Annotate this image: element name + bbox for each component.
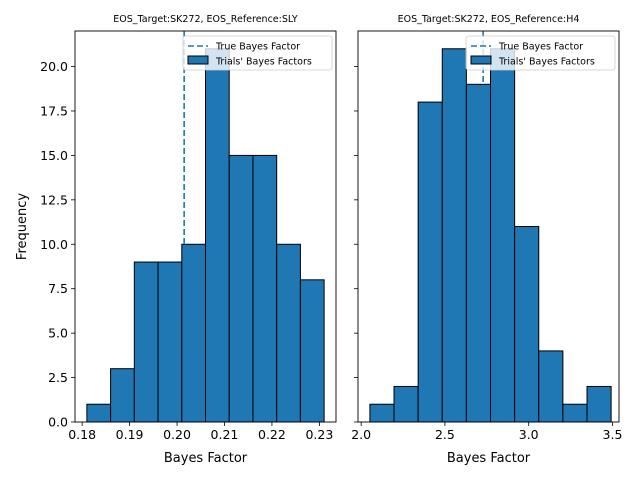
histogram-bar (586, 385, 612, 423)
histogram-bar (562, 403, 588, 423)
x-tick-label: 0.18 (68, 427, 96, 442)
histogram-bar (228, 154, 254, 423)
x-tick-label: 0.22 (258, 427, 286, 442)
y-tick-label: 5.0 (48, 326, 68, 341)
x-tick-label: 0.19 (116, 427, 144, 442)
legend-bar-swatch (187, 55, 209, 65)
x-axis-label: Bayes Factor (447, 451, 531, 466)
histogram-bar (299, 279, 325, 423)
y-tick-label: 12.5 (40, 192, 68, 207)
y-tick-label: 17.5 (40, 103, 68, 118)
axes-frame (357, 30, 620, 423)
x-tick-label: 2.5 (435, 427, 455, 442)
histogram-bar (133, 261, 159, 423)
y-tick-label: 7.5 (48, 281, 68, 296)
histogram-bar (252, 154, 278, 423)
histogram-bar (465, 83, 492, 423)
legend: True Bayes Factor Trials' Bayes Factors (182, 35, 333, 71)
histogram-bar (276, 243, 301, 423)
x-tick-label: 0.20 (163, 427, 191, 442)
legend-entry-label: Trials' Bayes Factors (215, 57, 312, 68)
histogram-bar (157, 261, 183, 423)
y-axis-label: Frequency (15, 193, 30, 260)
x-tick-label: 0.21 (211, 427, 239, 442)
legend-box (182, 35, 333, 71)
histogram-bar (514, 226, 540, 423)
x-axis-label: Bayes Factor (164, 451, 248, 466)
x-tick-label: 3.0 (519, 427, 539, 442)
legend-bar-swatch (470, 55, 492, 65)
y-tick-label: 15.0 (40, 148, 68, 163)
chart-title: EOS_Target:SK272, EOS_Reference:H4 (398, 14, 580, 25)
chart-title: EOS_Target:SK272, EOS_Reference:SLY (113, 14, 298, 25)
histogram-bar (110, 368, 135, 423)
y-tick-label: 0.0 (48, 415, 68, 430)
legend-entry-label: Trials' Bayes Factors (498, 57, 595, 68)
legend-box (465, 35, 616, 71)
histogram-bar (205, 48, 230, 423)
histogram-bar (86, 403, 112, 423)
y-tick-label: 20.0 (40, 59, 68, 74)
histogram-bar (441, 48, 467, 423)
x-tick-label: 0.23 (305, 427, 333, 442)
histogram-bar (181, 243, 206, 423)
x-tick-label: 3.5 (603, 427, 623, 442)
axes-frame (74, 30, 337, 423)
histogram-bar (369, 403, 395, 423)
legend: True Bayes Factor Trials' Bayes Factors (465, 35, 616, 71)
histogram-bar (417, 101, 443, 423)
y-tick-label: 10.0 (40, 237, 68, 252)
legend-entry-label: True Bayes Factor (215, 42, 300, 53)
histogram-bar (538, 350, 564, 423)
histogram-bar (490, 48, 516, 423)
y-tick-label: 2.5 (48, 370, 68, 385)
legend-entry-label: True Bayes Factor (498, 42, 583, 53)
x-tick-label: 2.0 (351, 427, 371, 442)
histogram-bar (393, 385, 419, 423)
right-histogram-panel: EOS_Target:SK272, EOS_Reference:H4 2.0 2.5… (351, 14, 622, 466)
